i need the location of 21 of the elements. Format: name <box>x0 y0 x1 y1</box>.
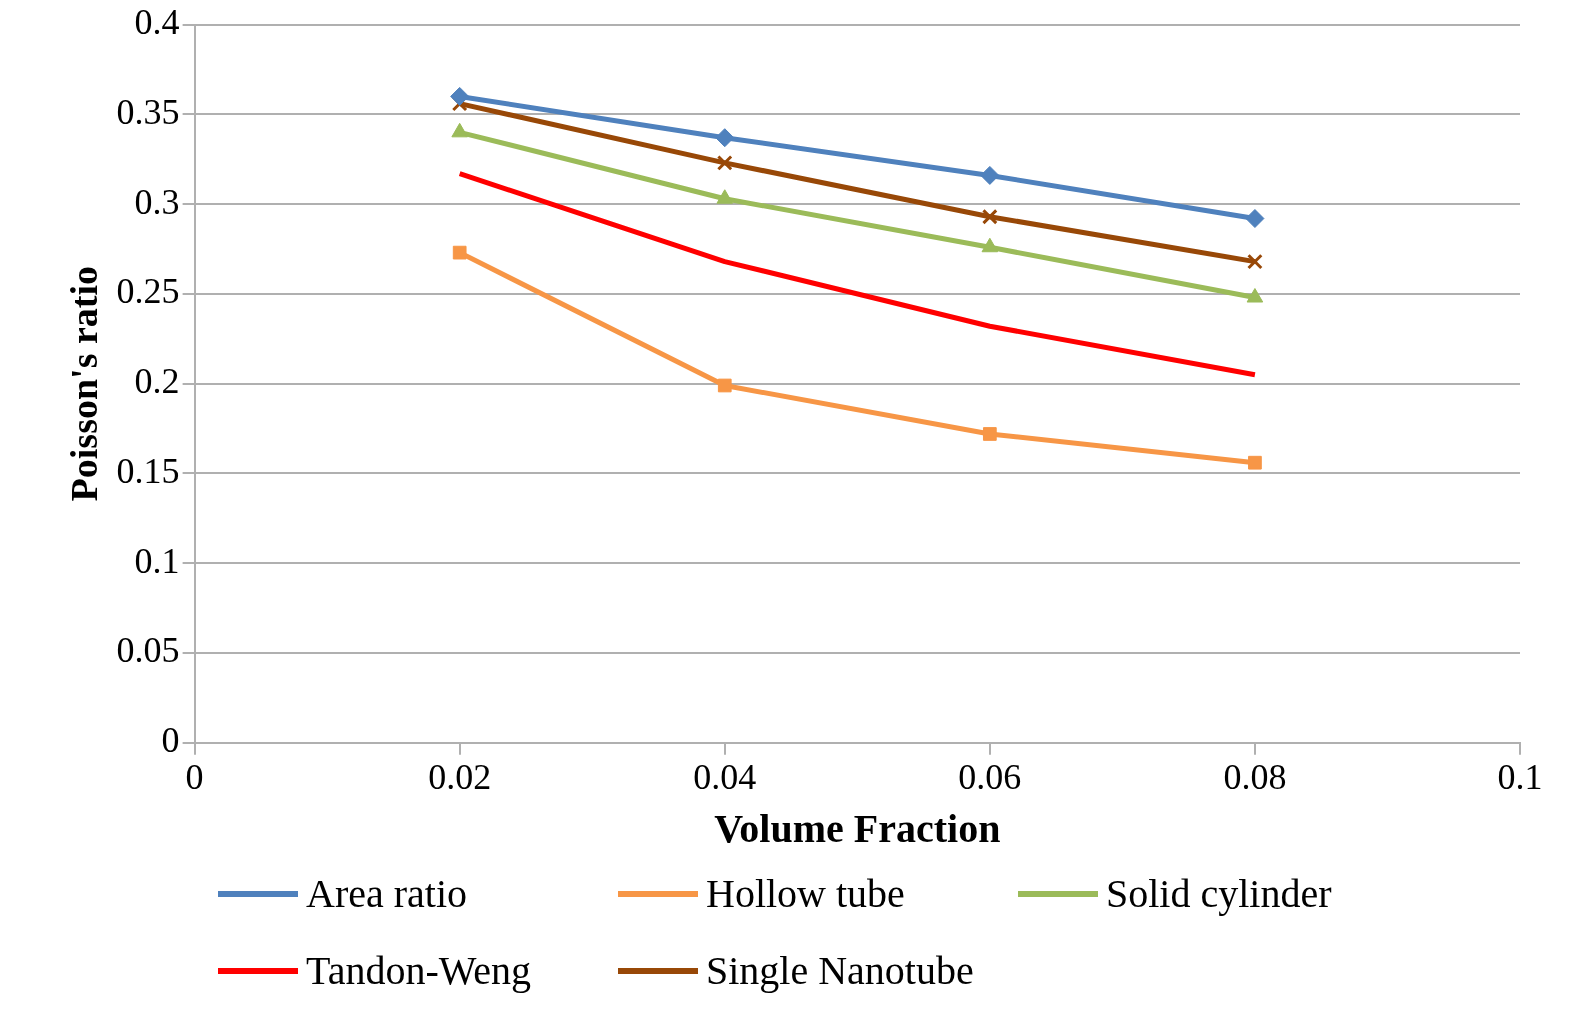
x-tick-label: 0.04 <box>693 756 757 797</box>
legend-label: Solid cylinder <box>1106 870 1332 917</box>
legend-label: Hollow tube <box>706 870 905 917</box>
y-tick-label: 0.3 <box>134 181 180 222</box>
x-tick-label: 0.08 <box>1223 756 1287 797</box>
y-tick-label: 0.15 <box>116 450 180 491</box>
y-tick-label: 0.1 <box>134 540 180 581</box>
legend-label: Single Nanotube <box>706 947 974 994</box>
y-tick-label: 0.05 <box>116 630 180 671</box>
y-tick-label: 0.25 <box>116 271 180 312</box>
y-tick-label: 0.2 <box>134 361 180 402</box>
x-tick-label: 0.02 <box>428 756 492 797</box>
x-tick-label: 0.1 <box>1497 756 1543 797</box>
legend-label: Area ratio <box>306 870 468 917</box>
y-axis-title: Poisson's ratio <box>62 266 105 502</box>
x-axis-title: Volume Fraction <box>714 806 1001 852</box>
y-tick-label: 0.4 <box>134 2 180 43</box>
y-tick-label: 0.35 <box>116 91 180 132</box>
y-tick-label: 0 <box>161 720 180 761</box>
legend-label: Tandon-Weng <box>306 947 532 994</box>
x-tick-label: 0.06 <box>958 756 1022 797</box>
